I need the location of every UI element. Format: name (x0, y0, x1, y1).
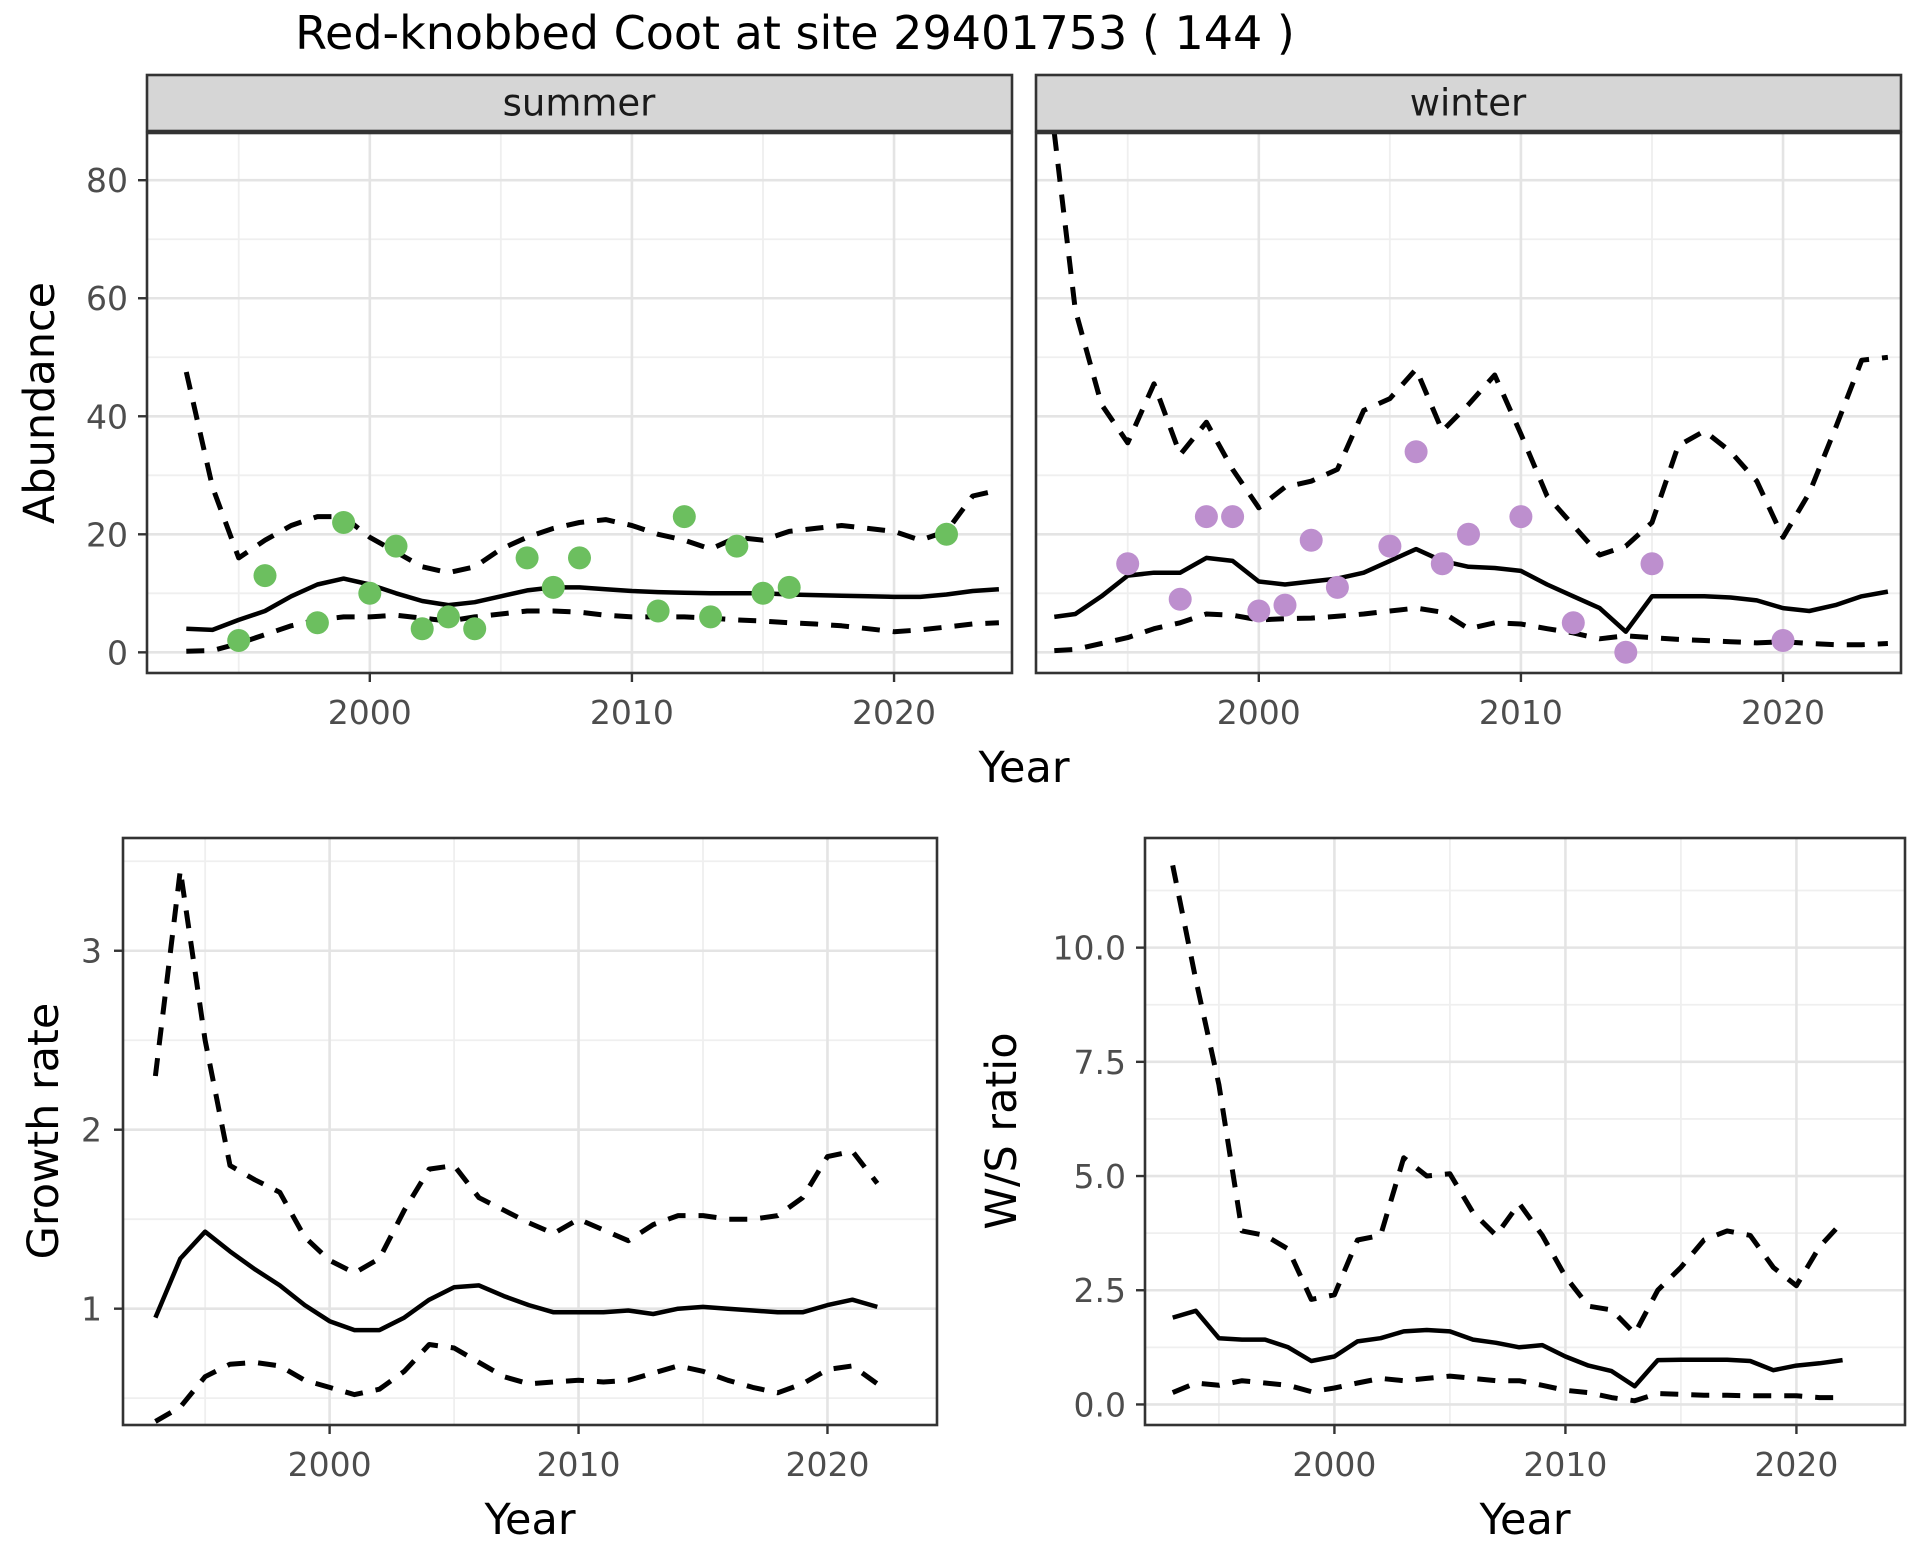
data-point (305, 611, 329, 635)
data-point (1640, 552, 1664, 576)
data-point (436, 605, 460, 629)
x-tick-label: 2020 (1741, 693, 1825, 732)
facet-strip-winter: winter (1409, 81, 1527, 125)
upper-ci-line (1051, 133, 1889, 558)
year-axis-label-growth: Year (484, 1495, 576, 1545)
data-layer (1051, 133, 1889, 664)
growth-rate-axis-label: Growth rate (19, 1002, 69, 1260)
upper-ci-line (152, 867, 880, 1276)
data-point (1561, 611, 1585, 635)
lower-ci-line (154, 1342, 879, 1424)
data-point (227, 629, 251, 652)
data-point (1273, 593, 1297, 617)
facet-strip-summer: summer (502, 81, 656, 125)
data-point (1299, 528, 1323, 552)
y-tick-label: 0 (107, 633, 128, 672)
x-tick-label: 2020 (785, 1445, 869, 1484)
page-title: Red-knobbed Coot at site 29401753 ( 144 … (295, 6, 1295, 60)
y-tick-label: 20 (86, 515, 128, 554)
upper-ci-line (1170, 864, 1845, 1337)
data-point (1221, 505, 1245, 529)
panel-background (147, 133, 1012, 673)
data-point (1457, 522, 1480, 546)
data-layer (152, 867, 880, 1424)
panel-background (123, 838, 937, 1425)
lower-ci-line (1171, 1373, 1843, 1404)
data-point (672, 505, 696, 529)
y-tick-label: 3 (81, 932, 102, 971)
data-point (332, 511, 356, 534)
x-tick-label: 2010 (537, 1445, 621, 1484)
data-point (751, 581, 775, 605)
y-tick-label: 1 (81, 1290, 102, 1329)
data-point (646, 599, 670, 623)
x-tick-label: 2020 (1754, 1445, 1838, 1484)
data-point (515, 546, 539, 570)
y-tick-label: 40 (86, 397, 128, 436)
panel-border (1143, 836, 1907, 1427)
data-point (384, 534, 408, 558)
ws-ratio-axis-label: W/S ratio (977, 1032, 1027, 1230)
panel-background (1145, 838, 1905, 1425)
data-point (253, 564, 277, 588)
data-point (1771, 629, 1795, 652)
y-tick-label: 7.5 (1074, 1043, 1126, 1082)
facet-strip (1034, 73, 1903, 133)
data-point (699, 605, 723, 629)
x-tick-label: 2000 (1292, 1445, 1376, 1484)
y-tick-label: 80 (86, 161, 128, 200)
y-tick-label: 0.0 (1074, 1385, 1126, 1424)
year-axis-label-ws: Year (1479, 1495, 1571, 1545)
data-layer (1170, 864, 1845, 1404)
median-line (153, 1229, 878, 1333)
data-point (725, 534, 749, 558)
data-point (1247, 599, 1271, 623)
data-point (935, 522, 958, 546)
data-point (1378, 534, 1402, 558)
median-line (1172, 1308, 1843, 1389)
upper-ci-line (183, 371, 1000, 576)
data-point (777, 575, 801, 599)
y-tick-label: 2 (81, 1111, 102, 1150)
panel-border (145, 131, 1014, 675)
data-point (1404, 440, 1428, 464)
lower-ci-line (1054, 605, 1889, 654)
data-point (358, 581, 382, 605)
panel-border (1034, 131, 1903, 675)
x-tick-label: 2010 (1523, 1445, 1607, 1484)
data-point (1325, 575, 1349, 599)
year-axis-label-top: Year (978, 743, 1070, 793)
x-tick-label: 2010 (1479, 693, 1563, 732)
x-tick-label: 2000 (1217, 693, 1301, 732)
median-line (186, 576, 1000, 633)
y-tick-label: 2.5 (1074, 1271, 1126, 1310)
data-point (1116, 552, 1140, 576)
x-tick-label: 2000 (288, 1445, 372, 1484)
data-point (1509, 505, 1533, 529)
y-tick-label: 5.0 (1074, 1157, 1126, 1196)
data-point (410, 617, 434, 641)
y-tick-label: 60 (86, 279, 128, 318)
data-point (1430, 552, 1454, 576)
median-line (1053, 546, 1889, 634)
panel-border (121, 836, 939, 1427)
data-point (541, 575, 565, 599)
x-tick-label: 2000 (328, 693, 412, 732)
data-point (568, 546, 591, 570)
data-point (1194, 505, 1218, 529)
facet-strip (145, 73, 1014, 133)
data-point (1614, 640, 1638, 664)
data-point (463, 617, 487, 641)
y-tick-label: 10.0 (1053, 929, 1126, 968)
data-point (1168, 587, 1192, 611)
data-layer (183, 371, 1000, 654)
x-tick-label: 2010 (590, 693, 674, 732)
x-tick-label: 2020 (852, 693, 936, 732)
abundance-axis-label: Abundance (15, 281, 65, 525)
